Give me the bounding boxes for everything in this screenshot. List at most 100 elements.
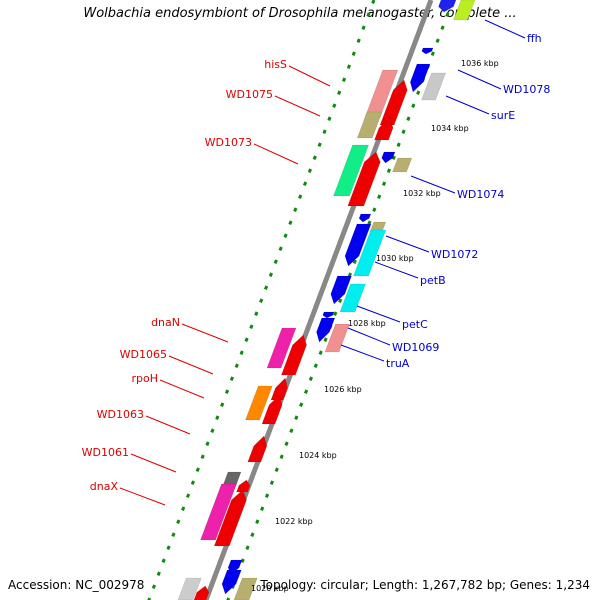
tick-mark: [367, 220, 372, 225]
label-leader-line: [484, 19, 526, 39]
tick-mark: [210, 428, 215, 433]
gene-label-right: WD1072: [431, 248, 478, 261]
gene-feature: [358, 213, 372, 223]
label-leader-line: [356, 305, 401, 323]
tick-mark: [303, 389, 309, 394]
tick-mark: [322, 129, 327, 134]
tick-mark: [176, 519, 181, 524]
gene-label-left: WD1065: [120, 348, 167, 361]
gene-feature: [339, 283, 366, 313]
kbp-label: 1032 kbp: [403, 189, 441, 198]
accession-text: Accession: NC_002978: [8, 578, 145, 592]
tick-mark: [416, 90, 421, 95]
gene-label-right: petB: [420, 274, 446, 287]
gene-features: [177, 0, 476, 600]
label-leader-line: [159, 379, 205, 399]
tick-mark: [269, 480, 275, 485]
gene-label-right: truA: [386, 357, 410, 370]
gene-feature: [247, 435, 268, 463]
left-tick-track: [147, 0, 376, 600]
label-leader-line: [181, 323, 229, 343]
tick-mark: [312, 155, 317, 160]
genome-title: Wolbachia endosymbiont of Drosophila mel…: [83, 6, 517, 21]
tick-mark: [263, 285, 269, 290]
gene-feature: [421, 72, 447, 101]
gene-feature: [333, 144, 370, 197]
kbp-label: 1024 kbp: [299, 451, 337, 460]
tick-mark: [289, 428, 294, 433]
tick-mark: [283, 233, 288, 238]
kbp-label: 1030 kbp: [376, 254, 414, 263]
tick-mark: [161, 558, 166, 563]
gene-feature: [374, 117, 394, 141]
tick-mark: [352, 259, 357, 264]
tick-mark: [302, 181, 308, 186]
tick-mark: [264, 493, 270, 498]
tick-mark: [406, 116, 411, 121]
tick-mark: [279, 454, 284, 459]
label-leader-line: [168, 355, 214, 375]
tick-mark: [401, 129, 406, 134]
tick-mark: [366, 12, 371, 17]
tick-mark: [351, 51, 356, 56]
tick-mark: [244, 337, 249, 342]
tick-mark: [215, 415, 220, 420]
tick-mark: [313, 363, 318, 368]
tick-mark: [181, 506, 186, 511]
label-leader-line: [119, 487, 166, 506]
tick-mark: [205, 441, 210, 446]
tick-mark: [440, 25, 445, 30]
tick-mark: [195, 467, 200, 472]
tick-mark: [396, 142, 401, 147]
gene-label-left: WD1075: [226, 88, 273, 101]
tick-mark: [411, 103, 416, 108]
gene-feature: [421, 47, 434, 55]
tick-mark: [430, 51, 435, 56]
label-leader-line: [445, 95, 490, 115]
gene-feature: [344, 223, 372, 267]
tick-mark: [371, 0, 376, 4]
tick-mark: [239, 350, 244, 355]
gene-label-left: WD1061: [82, 446, 129, 459]
gene-label-right: ffh: [527, 32, 542, 45]
tick-mark: [337, 90, 342, 95]
gene-feature: [322, 311, 335, 319]
tick-mark: [156, 571, 161, 576]
gene-label-right: petC: [402, 318, 428, 331]
tick-mark: [341, 77, 347, 82]
tick-mark: [240, 558, 245, 563]
gene-feature: [356, 111, 383, 139]
gene-feature: [347, 151, 381, 207]
gene-feature: [221, 569, 242, 595]
gene-label-right: surE: [491, 109, 515, 122]
gene-feature: [233, 577, 258, 600]
tick-mark: [284, 441, 289, 446]
label-leader-line: [410, 175, 456, 194]
gene-label-right: WD1069: [392, 341, 439, 354]
tick-mark: [260, 506, 265, 511]
tick-mark: [151, 584, 157, 589]
tick-mark: [220, 402, 225, 407]
tick-mark: [299, 402, 304, 407]
gene-feature: [236, 479, 251, 493]
gene-feature: [245, 385, 273, 421]
gene-feature: [364, 69, 399, 119]
tick-mark: [259, 298, 264, 303]
tick-mark: [445, 12, 450, 17]
gene-feature: [200, 483, 237, 541]
tick-mark: [332, 103, 337, 108]
label-leader-line: [457, 69, 502, 90]
label-leader-line: [385, 235, 430, 253]
gene-label-left: WD1063: [97, 408, 144, 421]
label-leader-line: [340, 344, 385, 362]
gene-feature: [261, 394, 283, 425]
tick-mark: [229, 376, 235, 381]
tick-mark: [333, 311, 338, 316]
gene-feature: [266, 327, 297, 369]
gene-feature: [316, 317, 336, 343]
gene-label-left: rpoH: [131, 372, 158, 385]
gene-feature: [381, 151, 396, 164]
kbp-label: 1034 kbp: [431, 124, 469, 133]
gene-feature: [222, 471, 242, 487]
kbp-label: 1022 kbp: [275, 517, 313, 526]
